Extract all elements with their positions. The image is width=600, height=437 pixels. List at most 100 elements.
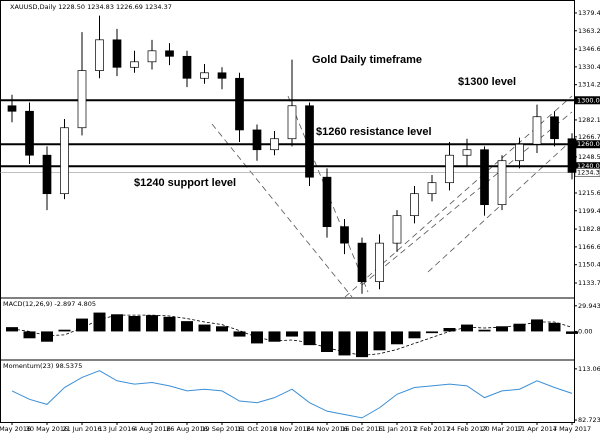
y-tick-label: 113.0667 <box>578 365 600 373</box>
macd-bar <box>426 331 438 334</box>
candle-body <box>147 50 157 63</box>
candle-body <box>567 138 577 173</box>
candle-body <box>357 242 367 282</box>
macd-bar <box>181 321 193 332</box>
x-tick-label: 16 Dec 2016 <box>341 425 383 433</box>
trend-line <box>211 123 353 298</box>
candle-body <box>462 149 472 156</box>
macd-bar <box>461 324 473 332</box>
y-tick-label: 1133.75 <box>578 279 600 287</box>
macd-bar <box>216 326 228 332</box>
candle-body <box>340 226 349 244</box>
macd-bar <box>286 331 298 337</box>
candle-body <box>217 72 227 79</box>
y-tick-label: 1215.65 <box>578 189 600 197</box>
macd-bar <box>58 329 71 332</box>
frame <box>0 0 575 423</box>
annotation: $1240 support level <box>134 177 236 189</box>
macd-bar <box>373 331 386 351</box>
candle-body <box>165 50 174 57</box>
macd-bar <box>6 327 18 332</box>
candle-body <box>480 149 489 206</box>
y-tick-label: 1182.80 <box>578 225 600 233</box>
candle-body <box>130 61 139 68</box>
macd-bar <box>496 326 508 332</box>
candle-body <box>410 193 419 217</box>
x-tick-label: 19 Sep 2016 <box>201 425 242 433</box>
macd-bar <box>268 331 281 342</box>
candle-body <box>60 127 69 195</box>
macd-bar <box>41 331 53 342</box>
level-label-bg <box>575 96 600 105</box>
annotation: $1300 level <box>458 76 516 88</box>
macd-bar <box>566 331 578 334</box>
macd-bar <box>23 331 36 339</box>
annotation: Gold Daily timeframe <box>312 54 422 66</box>
y-tick-label: 1330.40 <box>578 63 600 71</box>
macd-bar <box>198 324 211 332</box>
candle-body <box>95 39 104 71</box>
macd-bar <box>443 328 456 332</box>
macd-bar <box>76 318 88 332</box>
y-tick-label: 82.7234 <box>578 416 600 424</box>
x-tick-label: 13 Jul 2016 <box>99 425 136 433</box>
macd-bar <box>356 331 368 358</box>
macd-bar <box>321 331 333 352</box>
candle-body <box>287 105 297 140</box>
candle-body <box>445 154 454 184</box>
x-tick-label: 21 Jun 2016 <box>62 425 101 433</box>
x-tick-label: 11 Oct 2016 <box>237 425 277 433</box>
candle-body <box>497 160 507 206</box>
y-tick-label: 1346.60 <box>578 45 600 53</box>
level-label-bg <box>575 140 600 149</box>
panel-title: MACD(12,26,9) -2.897 4.805 <box>3 300 96 308</box>
y-tick-label: 1266.70 <box>578 133 600 141</box>
chart-title: XAUUSD,Daily 1228.50 1234.83 1226.69 123… <box>10 3 172 11</box>
y-tick-label: 1248.50 <box>578 153 600 161</box>
macd-bar <box>531 319 543 332</box>
y-tick-label: 1379.45 <box>578 9 600 17</box>
candle-body <box>252 129 262 151</box>
candle-body <box>112 39 122 68</box>
macd-bar <box>408 331 421 339</box>
macd-bar <box>146 315 158 332</box>
candle-body <box>550 116 559 140</box>
y-tick-label: 1282.10 <box>578 116 600 124</box>
macd-bar <box>93 312 106 332</box>
x-tick-label: 20 Mar 2017 <box>481 425 522 433</box>
macd-signal <box>11 314 573 356</box>
level-label-bg <box>575 162 600 171</box>
candle-body <box>25 110 34 156</box>
macd-bar <box>233 331 246 337</box>
x-tick-label: 6 May 2016 <box>0 425 31 433</box>
y-tick-label: 29.943 <box>578 302 600 310</box>
candle-body <box>270 138 279 151</box>
y-tick-label: 1166.60 <box>578 243 600 251</box>
x-tick-label: 24 Nov 2016 <box>306 425 348 433</box>
level-label: 1260.00 <box>577 140 600 148</box>
current-price-label: 1234.37 <box>577 168 600 176</box>
y-tick-label: 1363.25 <box>578 27 600 35</box>
candle-body <box>77 70 87 129</box>
macd-bar <box>548 322 561 332</box>
macd-bar <box>163 316 176 332</box>
y-tick-label: 0.00 <box>578 327 592 335</box>
candle-body <box>42 154 52 195</box>
candle-body <box>182 55 192 79</box>
y-tick-label: 1314.20 <box>578 81 600 89</box>
x-tick-label: 11 Apr 2017 <box>517 425 557 433</box>
x-tick-label: 24 Feb 2017 <box>447 425 487 433</box>
annotation: $1260 resistance level <box>316 126 432 138</box>
x-tick-label: 30 May 2016 <box>26 425 68 433</box>
candle-body <box>427 182 437 195</box>
macd-bar <box>111 314 123 332</box>
panel-title: Momentum(23) 98.5375 <box>3 362 82 370</box>
y-tick-label: 1150.40 <box>578 261 600 269</box>
candle-body <box>322 176 332 228</box>
momentum-line <box>11 370 573 419</box>
level-label: 1300.00 <box>577 96 600 104</box>
x-tick-label: 2 Feb 2017 <box>414 425 450 433</box>
x-tick-label: 4 Aug 2016 <box>133 425 171 433</box>
level-label: 1240.00 <box>577 162 600 170</box>
